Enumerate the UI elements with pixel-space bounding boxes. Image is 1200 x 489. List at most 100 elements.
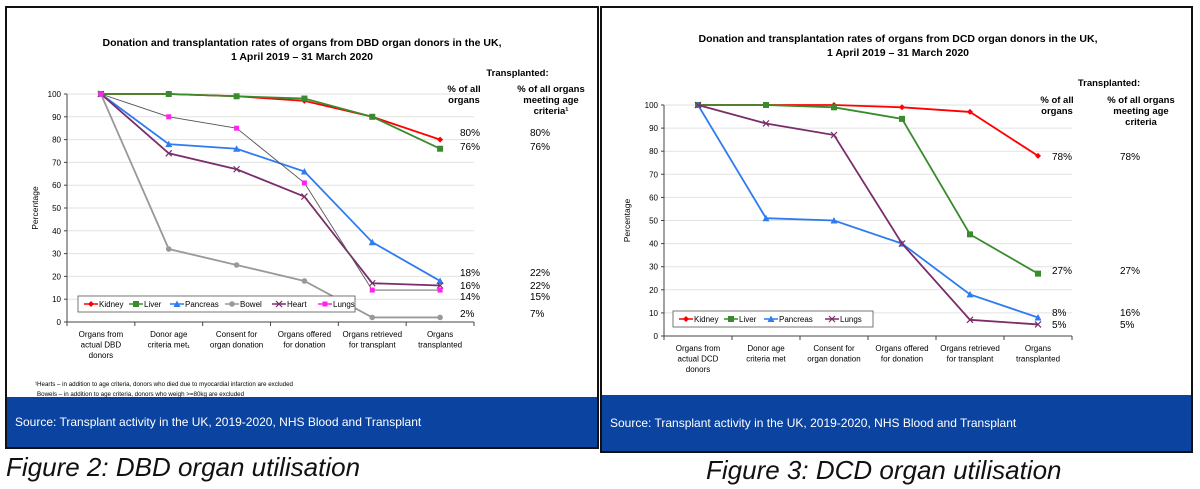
x-tick-label: criteria met	[746, 355, 786, 364]
legend-marker-kidney	[88, 301, 94, 307]
x-tick-label: criteria met₁	[148, 341, 191, 350]
legend-label-kidney: Kidney	[694, 315, 718, 324]
legend-marker-liver	[133, 301, 139, 307]
x-tick-label: Organs	[1025, 344, 1051, 353]
chart-title: Donation and transplantation rates of or…	[698, 33, 1097, 45]
legend-label-liver: Liver	[739, 315, 757, 324]
col2-header: criteria	[1125, 117, 1157, 128]
legend-label-bowel: Bowel	[240, 300, 262, 309]
data-point-pancreas	[966, 290, 974, 298]
transplanted-all-label: 5%	[1052, 320, 1067, 331]
x-tick-label: organ donation	[210, 341, 263, 350]
data-point-bowel	[233, 262, 240, 268]
x-tick-label: for transplant	[349, 341, 396, 350]
dcd-source-band: Source: Transplant activity in the UK, 2…	[602, 395, 1191, 451]
dbd-figure-caption: Figure 2: DBD organ utilisation	[6, 452, 361, 482]
transplanted-all-label: 78%	[1052, 152, 1072, 163]
data-point-liver	[165, 91, 172, 97]
col2-header: meeting age	[523, 95, 578, 106]
chart-subtitle: 1 April 2019 – 31 March 2020	[231, 51, 373, 63]
dbd-source-text: Source: Transplant activity in the UK, 2…	[15, 415, 422, 429]
col2-header: criteria¹	[534, 106, 569, 117]
data-point-bowel	[369, 314, 376, 321]
series-line-liver	[698, 104, 1039, 275]
legend-marker-lungs	[322, 301, 328, 307]
x-tick-label: Organs	[427, 330, 453, 339]
legend-label-kidney: Kidney	[99, 300, 123, 309]
y-tick-label: 80	[649, 147, 658, 156]
data-point-liver	[1035, 270, 1041, 277]
col1-header: organs	[1041, 106, 1073, 117]
y-axis-label: Percentage	[30, 186, 40, 230]
dcd-chart-panel: Source: Transplant activity in the UK, 2…	[600, 6, 1193, 453]
dbd-source-band: Source: Transplant activity in the UK, 2…	[7, 397, 597, 447]
transplanted-meeting-label: 76%	[530, 142, 550, 153]
data-point-heart	[436, 282, 444, 289]
data-point-heart	[233, 165, 241, 173]
y-tick-label: 40	[649, 240, 658, 249]
x-tick-label: Consent for	[813, 344, 855, 353]
x-tick-label: transplanted	[1016, 355, 1060, 364]
dcd-source-text: Source: Transplant activity in the UK, 2…	[610, 416, 1017, 430]
legend-label-lungs: Lungs	[840, 315, 862, 324]
y-tick-label: 10	[649, 309, 658, 318]
x-tick-label: Donor age	[150, 330, 188, 339]
series-line-bowel	[100, 93, 441, 319]
transplanted-meeting-label: 78%	[1120, 152, 1140, 163]
series-line-lungs	[697, 104, 1039, 326]
legend-box	[77, 295, 356, 313]
transplanted-all-label: 8%	[1052, 308, 1067, 319]
transplanted-meeting-label: 16%	[1120, 308, 1140, 319]
chart-title: Donation and transplantation rates of or…	[102, 37, 501, 49]
y-tick-label: 0	[57, 318, 62, 327]
data-point-heart	[300, 193, 308, 201]
data-point-lungs	[1034, 321, 1042, 328]
data-point-pancreas	[436, 277, 444, 284]
data-point-pancreas	[1034, 314, 1042, 321]
x-tick-label: Organs from	[79, 330, 124, 339]
series-line-liver	[100, 93, 441, 150]
dbd-chart-panel: Source: Transplant activity in the UK, 2…	[5, 6, 599, 449]
col1-header: organs	[448, 95, 480, 106]
x-tick-label: for donation	[283, 341, 325, 350]
x-tick-label: Organs retrieved	[342, 330, 402, 339]
data-point-liver	[831, 104, 837, 111]
legend-marker-pancreas	[767, 315, 775, 322]
y-axis-label: Percentage	[622, 198, 632, 242]
col1-header: % of all	[447, 84, 480, 95]
y-tick-label: 20	[649, 286, 658, 295]
col2-header: meeting age	[1113, 106, 1168, 117]
data-point-liver	[899, 115, 905, 122]
data-point-heart	[165, 149, 173, 157]
x-tick-label: donors	[89, 351, 113, 360]
data-point-liver	[369, 113, 376, 120]
y-tick-label: 90	[649, 124, 658, 133]
data-point-pancreas	[762, 214, 770, 222]
y-tick-label: 70	[52, 158, 61, 167]
series-line-lungs	[100, 93, 441, 291]
transplanted-meeting-label: 5%	[1120, 320, 1135, 331]
x-tick-label: Organs offered	[278, 330, 331, 339]
data-point-bowel	[301, 278, 308, 284]
data-point-bowel	[165, 246, 172, 252]
data-point-kidney	[899, 104, 905, 111]
footnote: Bowels – in addition to age criteria, do…	[37, 391, 245, 398]
transplanted-header: Transplanted:	[486, 68, 548, 79]
data-point-pancreas	[233, 145, 241, 152]
dcd-figure-caption: Figure 3: DCD organ utilisation	[706, 455, 1062, 485]
data-point-liver	[763, 102, 769, 108]
data-point-kidney	[437, 136, 444, 143]
footnote: ¹Hearts – in addition to age criteria, d…	[35, 381, 294, 388]
data-point-liver	[437, 145, 444, 152]
y-tick-label: 20	[52, 272, 61, 281]
col2-header: % of all organs	[517, 84, 585, 95]
transplanted-meeting-label: 7%	[530, 309, 545, 320]
transplanted-all-label: 16%	[460, 281, 480, 292]
y-tick-label: 100	[645, 101, 659, 110]
transplanted-meeting-label: 15%	[530, 292, 550, 303]
data-point-lungs	[234, 125, 240, 131]
x-tick-label: Donor age	[747, 344, 785, 353]
data-point-pancreas	[300, 168, 308, 175]
data-point-heart	[368, 279, 376, 287]
